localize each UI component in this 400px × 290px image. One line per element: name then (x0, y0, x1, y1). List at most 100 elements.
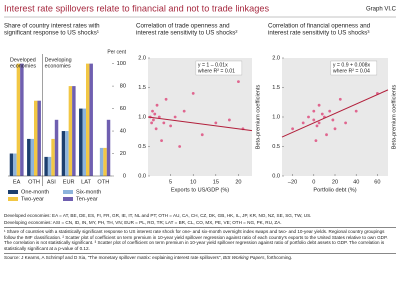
note-developed: Developed economies: EA = AT, BE, DE, ES… (4, 213, 312, 218)
legend-label: Two-year (21, 196, 44, 202)
y-tick-label: 2.0 (138, 55, 146, 61)
point (173, 115, 177, 119)
note-rule (4, 226, 396, 228)
bar (79, 108, 83, 176)
bar (72, 86, 76, 176)
x-tick-label: OTH (28, 179, 40, 185)
y-tick-label: 0.0 (138, 173, 146, 179)
bar (13, 153, 17, 176)
point (328, 109, 332, 113)
annotation: y = 0.9 + 0.008x (333, 62, 371, 68)
bar (9, 153, 14, 176)
x-tick-label: 15 (213, 179, 219, 185)
x-tick-label: 20 (235, 179, 241, 185)
point (191, 92, 195, 95)
x-axis-label: Portfolio debt (%) (313, 187, 356, 193)
point (162, 121, 166, 125)
point (178, 145, 182, 148)
bar (103, 147, 107, 176)
x-axis-label: Exports to US/GDP (%) (171, 187, 229, 193)
point (314, 139, 318, 143)
x-tick-label: 20 (332, 179, 338, 185)
x-tick-label: OTH (97, 179, 109, 185)
annotation: where R² = 0.04 (333, 68, 370, 74)
footnotes: ¹ Share of countries with a statisticall… (4, 229, 396, 251)
panel-title: Correlation of trade openness and (136, 23, 230, 30)
legend-label: One-month (21, 189, 49, 195)
bar (82, 108, 86, 176)
point (152, 118, 155, 122)
footnote: ¹ Share of countries with a statisticall… (4, 229, 385, 240)
point (150, 121, 154, 125)
panel-title: interest rate sensitivity to US shocks² (136, 30, 237, 37)
point (331, 118, 335, 122)
plot-bg (148, 58, 252, 176)
point (157, 115, 161, 119)
point (154, 127, 158, 131)
x-tick-label: 60 (374, 179, 380, 185)
y-tick-label: 20 (120, 151, 126, 157)
x-tick-label: 5 (169, 179, 172, 185)
y-tick-label: 0.5 (272, 144, 280, 150)
point (312, 118, 316, 122)
bar (34, 100, 38, 176)
point (333, 127, 337, 131)
group-label: Developed (10, 57, 36, 63)
bar (86, 63, 90, 176)
point (291, 127, 294, 131)
annotation: where R² = 0.01 (198, 68, 235, 74)
point (153, 112, 157, 116)
charts: Interest rate spillovers relate to finan… (4, 3, 397, 202)
x-tick-label: EUR (63, 179, 75, 185)
point (338, 97, 342, 101)
point (325, 133, 328, 137)
point (320, 112, 324, 116)
y-tick-label: 0.0 (272, 173, 280, 179)
bar (54, 119, 59, 176)
annotation: y = 1 – 0.01x (198, 62, 228, 68)
page-title: Interest rate spillovers relate to finan… (4, 3, 269, 13)
footnote: ³ Scatter plot of coefficient on term pr… (4, 240, 385, 251)
bar (30, 138, 34, 176)
y-tick-label: 0.5 (138, 144, 146, 150)
y-tick-label: 40 (120, 129, 126, 135)
y-tick-label: 60 (120, 106, 126, 112)
legend-label: Six-month (76, 189, 101, 195)
fit-line (281, 89, 389, 138)
y-tick-label: 1.5 (138, 85, 146, 91)
point (155, 103, 159, 107)
point (237, 80, 240, 83)
bar (16, 63, 21, 176)
bar (89, 63, 93, 176)
y-tick-label: 100 (117, 61, 126, 67)
source: Source: J Kearns, A Schrimpf and D Xia, … (4, 255, 396, 261)
y-axis-label: Per cent (107, 49, 126, 55)
notes: Developed economies: EA = AT, BE, DE, ES… (4, 213, 396, 262)
bar (27, 138, 31, 176)
graph-id: Graph VI.C (366, 7, 397, 13)
group-label: economies (10, 63, 36, 69)
x-tick-label: EA (13, 179, 21, 185)
source-series: BIS Working Papers (223, 255, 265, 261)
footnote: ² Scatter plot of coefficient on term pr… (4, 234, 388, 246)
bar (20, 63, 24, 176)
bar (68, 86, 73, 176)
bar (37, 100, 41, 176)
note-rule (4, 252, 396, 254)
point (315, 124, 319, 128)
x-tick-label: 0 (312, 179, 315, 185)
note-developing: Developing economies: ASI = CN, ID, IN, … (4, 219, 282, 225)
panel-title: Share of country interest rates with (4, 23, 100, 30)
point (344, 121, 347, 125)
y-axis-label: Beta-premium coefficients (391, 85, 397, 150)
y-tick-label: 1.0 (138, 114, 146, 120)
y-tick-label: 1.0 (272, 114, 280, 120)
y-tick-label: 2.0 (272, 55, 280, 61)
bar (61, 131, 66, 176)
group-label: economies (45, 63, 71, 69)
legend-label: Ten-year (76, 196, 98, 202)
annotation-box (330, 60, 378, 76)
source-text: Source: J Kearns, A Schrimpf and D Xia, … (4, 255, 224, 261)
point (160, 139, 163, 143)
point (354, 109, 358, 113)
